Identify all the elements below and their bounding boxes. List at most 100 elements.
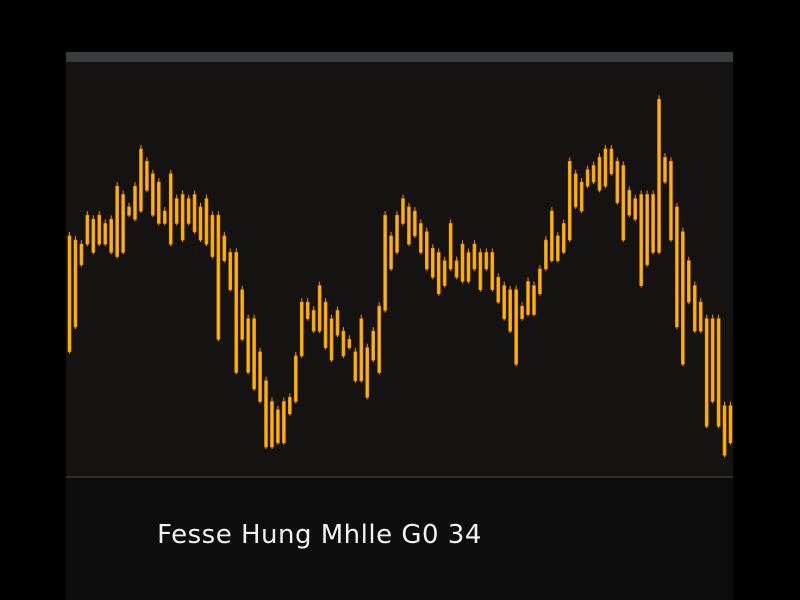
price-bar	[573, 173, 578, 208]
price-bar	[597, 156, 602, 191]
price-bar	[198, 206, 203, 241]
price-bar	[329, 318, 334, 361]
price-bar	[651, 194, 655, 253]
price-bar	[615, 161, 620, 204]
price-bar	[514, 289, 518, 365]
price-bar	[353, 351, 358, 382]
price-bar	[419, 223, 423, 253]
chart-caption: Fesse Hung Mhlle G0 34	[157, 520, 482, 550]
price-bar	[526, 281, 530, 315]
price-bar	[496, 276, 501, 303]
price-bar	[430, 248, 435, 278]
price-bar	[407, 206, 411, 245]
price-bar	[151, 173, 155, 216]
price-bar	[264, 380, 268, 448]
footer: Fesse Hung Mhlle G0 34	[66, 478, 733, 600]
price-bar	[371, 330, 376, 361]
price-bar	[204, 198, 209, 245]
price-bar	[73, 239, 78, 328]
price-bar	[234, 252, 239, 373]
price-bar	[698, 301, 703, 332]
price-bar	[270, 401, 274, 448]
price-bar	[561, 223, 566, 253]
price-bar	[282, 401, 286, 444]
price-bar	[669, 161, 673, 241]
price-bar	[716, 318, 721, 427]
price-bar	[311, 310, 316, 332]
price-bar	[603, 148, 608, 187]
price-bar	[293, 355, 298, 402]
price-bar	[192, 194, 197, 233]
price-bar	[133, 185, 137, 220]
price-bar	[246, 318, 250, 373]
price-bar	[645, 194, 649, 266]
price-bar	[103, 223, 108, 245]
price-bar	[692, 285, 697, 332]
price-bar	[436, 252, 441, 295]
price-bar	[639, 194, 643, 286]
price-bar	[216, 214, 221, 340]
price-bar	[520, 305, 524, 319]
price-bar	[585, 169, 590, 187]
price-bar	[413, 210, 417, 237]
header-bar	[66, 52, 733, 62]
price-bar	[448, 223, 453, 270]
price-bar	[538, 268, 542, 295]
chart-panel: Fesse Hung Mhlle G0 34	[66, 52, 733, 600]
price-bar	[567, 161, 572, 241]
price-bar	[478, 252, 483, 291]
price-bar	[395, 214, 399, 253]
price-bar	[550, 210, 554, 262]
price-bar	[556, 235, 560, 262]
price-bar	[722, 405, 727, 456]
price-bar	[91, 219, 96, 253]
price-bar	[145, 161, 149, 191]
price-bar	[121, 194, 125, 253]
price-bar	[222, 235, 227, 262]
price-bar	[288, 397, 292, 415]
price-bar	[383, 214, 387, 311]
price-bar	[317, 285, 322, 332]
price-bar	[484, 252, 489, 270]
price-bar	[180, 194, 185, 241]
price-bar	[591, 165, 596, 183]
price-bar	[359, 318, 364, 382]
price-bar	[97, 214, 102, 245]
price-bar	[609, 148, 614, 175]
price-bar	[79, 243, 84, 266]
price-bar	[579, 181, 584, 212]
price-bar	[186, 198, 191, 224]
price-bar	[299, 301, 304, 357]
price-bar	[627, 190, 632, 216]
price-bar	[454, 260, 459, 278]
price-bar	[728, 405, 733, 444]
price-bar	[305, 301, 310, 319]
price-bar	[252, 318, 256, 390]
price-bar	[168, 173, 173, 245]
price-bar	[687, 260, 691, 303]
price-bar	[157, 181, 161, 224]
price-bar	[276, 409, 280, 444]
price-bar	[681, 231, 685, 365]
price-bar	[621, 165, 626, 241]
price-bar	[472, 243, 477, 270]
price-bar	[502, 285, 507, 319]
price-bar	[115, 185, 119, 257]
price-bar	[67, 235, 72, 353]
price-bar	[258, 351, 262, 402]
price-bar	[710, 318, 715, 402]
price-bar	[139, 148, 143, 212]
price-bar	[544, 239, 548, 270]
price-bar	[508, 289, 512, 332]
price-bar	[675, 206, 679, 328]
price-bar	[442, 260, 447, 286]
price-bar	[401, 198, 405, 224]
price-bar	[127, 206, 131, 216]
price-bar	[466, 252, 471, 282]
price-bar	[704, 318, 709, 427]
price-bar	[210, 214, 215, 257]
price-bar	[657, 98, 661, 253]
price-bar	[341, 330, 346, 357]
price-bar	[323, 301, 328, 348]
price-bar	[377, 305, 381, 373]
